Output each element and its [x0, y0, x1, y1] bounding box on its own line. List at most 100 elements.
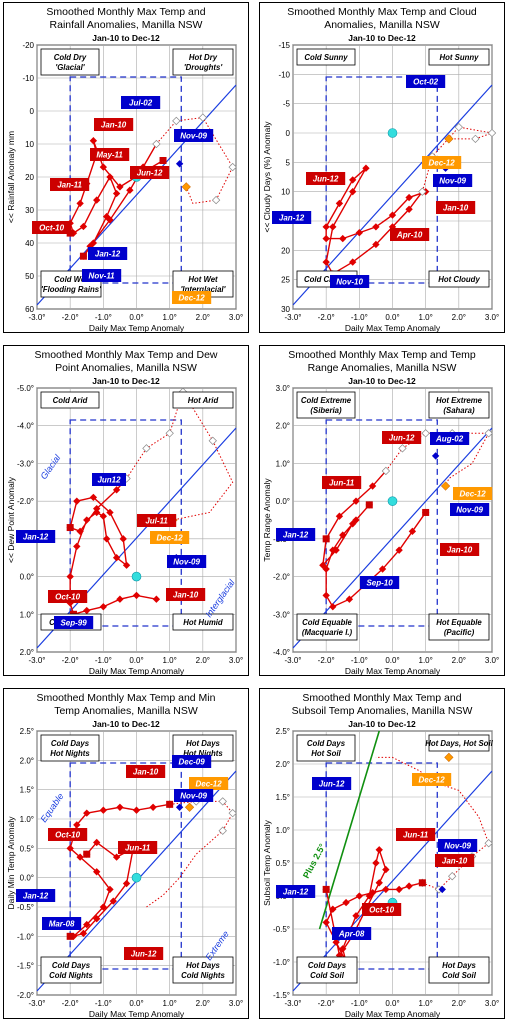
chart-title: Smoothed Monthly Max Temp and Min Temp An… — [36, 692, 216, 717]
data-point — [106, 216, 114, 224]
x-tick-label: 0.0° — [129, 656, 143, 665]
y-axis-label: << Dew Point Anomaly — [6, 476, 16, 563]
chart-panel-rainfall: Smoothed Monthly Max Temp and Rainfall An… — [3, 2, 249, 333]
quadrant-label: (Siberia) — [310, 406, 342, 415]
quadrant-label-box — [296, 734, 356, 762]
quadrant-label: Cold Extreme — [301, 396, 352, 405]
callout-box — [453, 487, 493, 500]
y-tick-label: 25 — [281, 276, 290, 285]
callout-box — [16, 889, 56, 902]
callout-box — [430, 432, 470, 445]
x-tick-label: 0.0° — [129, 313, 143, 322]
data-point — [382, 865, 390, 874]
y-tick-label: -4.0° — [17, 422, 34, 431]
quadrant-label: Hot Sunny — [440, 53, 480, 62]
callout-box — [396, 828, 436, 841]
chart-panel-min-temp: Smoothed Monthly Max Temp and Min Temp An… — [3, 688, 249, 1019]
y-tick-label: -1.5° — [17, 962, 34, 971]
data-point-open — [484, 429, 493, 438]
y-tick-label: 40 — [25, 239, 34, 248]
callout-box — [172, 291, 212, 304]
data-point — [405, 193, 413, 202]
callout-label: Jan-12 — [283, 531, 309, 540]
chart-plot-dewpoint: -3.0° -2.0° -1.0° 0.0° 1.0° 2.0° 3.0° -5.0° -4.0… — [6, 384, 243, 675]
y-tick-label: 20 — [25, 173, 34, 182]
x-tick-label: 3.0° — [229, 999, 243, 1008]
x-axis-label: Daily Max Temp Anomaly — [89, 323, 185, 333]
callout-box — [166, 588, 206, 601]
quadrant-label: Cold Cloudy — [304, 275, 351, 284]
callout-label: Jul-11 — [145, 517, 168, 526]
y-tick-label: 1.0° — [20, 815, 34, 824]
callout-box — [167, 555, 207, 568]
x-tick-label: -2.0° — [318, 313, 335, 322]
quadrant-label: 'Flooding Rains' — [41, 285, 102, 294]
y-tick-label: -3.0° — [17, 459, 34, 468]
y-tick-label: 2.0° — [20, 756, 34, 765]
trend-line — [292, 84, 493, 306]
x-tick-label: 1.0° — [163, 313, 177, 322]
y-tick-label: -2.0° — [17, 991, 34, 1000]
quadrant-label: (Sahara) — [443, 406, 475, 415]
chart-subtitle: Jan-10 to Dec-12 — [92, 33, 160, 43]
callout-box — [450, 503, 490, 516]
callout-label: Jun-12 — [131, 950, 157, 959]
chart-title: Smoothed Monthly Max Temp and Dew Point A… — [34, 349, 218, 374]
x-tick-label: 1.0° — [163, 999, 177, 1008]
series-line — [69, 803, 170, 938]
callout-box — [306, 172, 346, 185]
data-point-open — [421, 429, 430, 438]
data-point — [106, 173, 114, 181]
data-point-square — [322, 885, 330, 893]
data-point-open — [487, 128, 497, 138]
chart-panel-subsoil: Smoothed Monthly Max Temp and Subsoil Tem… — [259, 688, 505, 1019]
callout-label: Jan-10 — [133, 768, 159, 777]
y-tick-label: -10 — [22, 74, 34, 83]
trend-line — [292, 427, 493, 649]
data-point — [322, 918, 330, 927]
data-point-square — [166, 800, 174, 808]
callout-label: Jan-12 — [95, 250, 121, 259]
data-point-open — [381, 466, 391, 476]
data-point-blue — [175, 160, 184, 168]
callout-label: Oct-10 — [369, 906, 394, 915]
data-point-open — [228, 808, 237, 818]
callout-label: Nov-10 — [336, 278, 363, 287]
callout-label: Jan-10 — [442, 857, 468, 866]
y-tick-label: 0.5° — [20, 844, 34, 853]
callout-label: Jun-12 — [319, 780, 345, 789]
data-point — [352, 497, 360, 505]
x-tick-label: 0.0° — [385, 313, 399, 322]
callout-label: Dec-12 — [178, 294, 205, 303]
callout-box — [390, 228, 430, 241]
data-point — [372, 240, 380, 249]
y-tick-label: 0.0° — [276, 497, 290, 506]
callout-box — [137, 514, 177, 527]
data-point — [83, 920, 91, 929]
callout-label: Jan-12 — [23, 533, 49, 542]
callout-box — [94, 118, 134, 131]
quadrant-label-box — [172, 391, 234, 409]
callout-box — [124, 947, 164, 960]
callout-box — [172, 755, 212, 768]
callout-label: Aug-02 — [435, 435, 464, 444]
data-point-open — [448, 872, 457, 881]
quadrant-label: Hot Soil — [311, 749, 341, 758]
callout-label: Nov-09 — [173, 558, 200, 567]
callout-box — [48, 828, 88, 841]
callout-box — [82, 269, 122, 282]
callout-label: May-11 — [96, 151, 123, 160]
callout-label: Jun-12 — [389, 434, 415, 443]
callout-label: Jan-11 — [57, 181, 82, 190]
callout-box — [276, 528, 316, 541]
data-point-blue — [438, 885, 446, 894]
callout-box — [312, 777, 352, 790]
quadrant-label-box — [40, 391, 100, 409]
quadrant-label-box — [172, 613, 234, 631]
quadrant-label: Cold Nights — [181, 971, 225, 980]
callout-label: Jun12 — [97, 476, 121, 485]
x-tick-label: -2.0° — [62, 999, 79, 1008]
chart-plot-rainfall: -3.0° -2.0° -1.0° 0.0° 1.0° 2.0° 3.0° -20 -10 0 10… — [6, 41, 243, 333]
y-axis-label: Temp Range Anomaly — [262, 478, 272, 562]
callout-box — [150, 531, 190, 544]
